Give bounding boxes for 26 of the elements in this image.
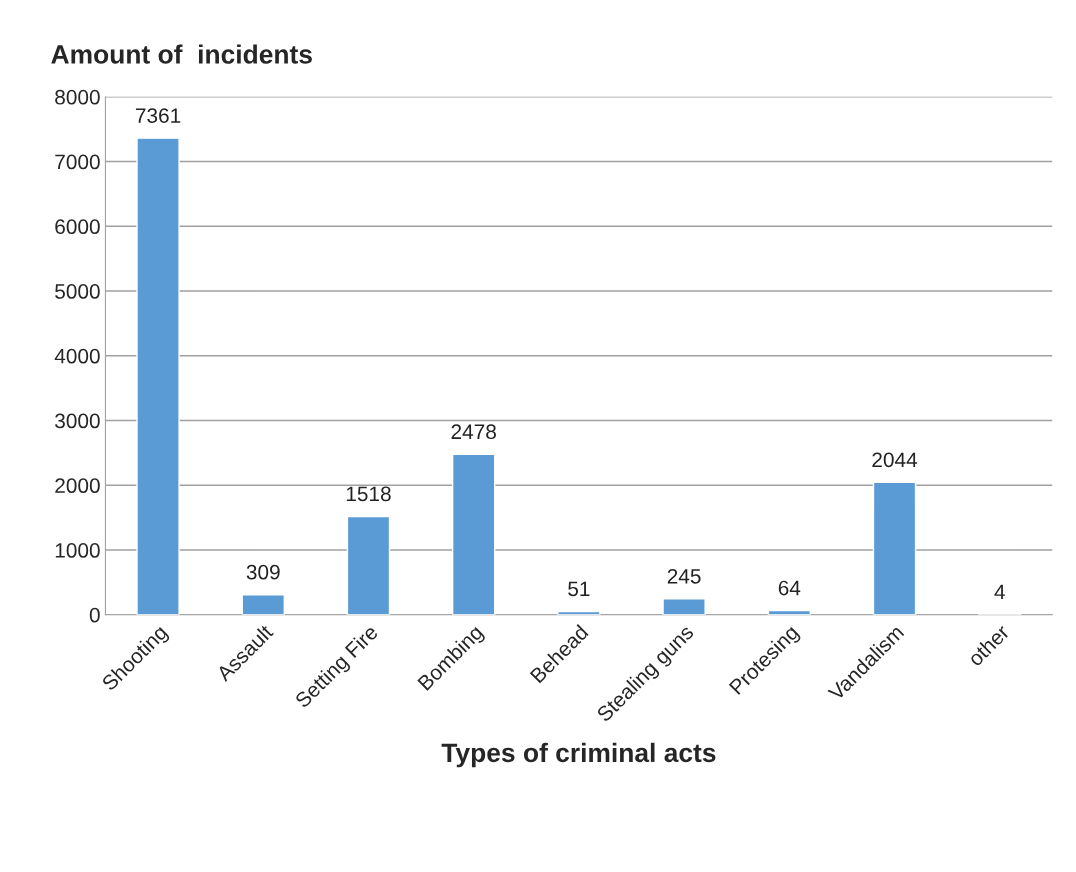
y-tick-label: 0	[89, 607, 100, 623]
bar	[136, 137, 180, 615]
y-tick-label: 3000	[55, 413, 100, 429]
data-label: 4	[994, 584, 1005, 600]
bar	[241, 594, 285, 615]
y-tick-label: 7000	[55, 154, 100, 170]
y-tick-label: 6000	[55, 219, 100, 235]
y-tick-label: 5000	[55, 284, 100, 299]
data-label: 51	[568, 581, 590, 597]
data-label: 1518	[346, 486, 391, 502]
data-label: 64	[778, 580, 801, 596]
bar	[662, 598, 706, 615]
bar	[346, 515, 391, 615]
bar	[872, 481, 917, 615]
data-label: 245	[667, 568, 701, 584]
data-label: 2044	[872, 452, 918, 468]
data-label: 7361	[135, 108, 181, 123]
y-axis-title: Amount of incidents	[51, 44, 312, 64]
y-tick-label: 2000	[55, 478, 100, 494]
data-label: 2478	[451, 424, 496, 440]
y-tick-label: 4000	[54, 348, 100, 364]
bar	[451, 453, 496, 615]
y-tick-label: 1000	[55, 543, 100, 558]
data-label: 309	[246, 564, 280, 580]
y-tick-label: 8000	[55, 89, 100, 105]
x-axis-title: Types of criminal acts	[441, 742, 716, 768]
